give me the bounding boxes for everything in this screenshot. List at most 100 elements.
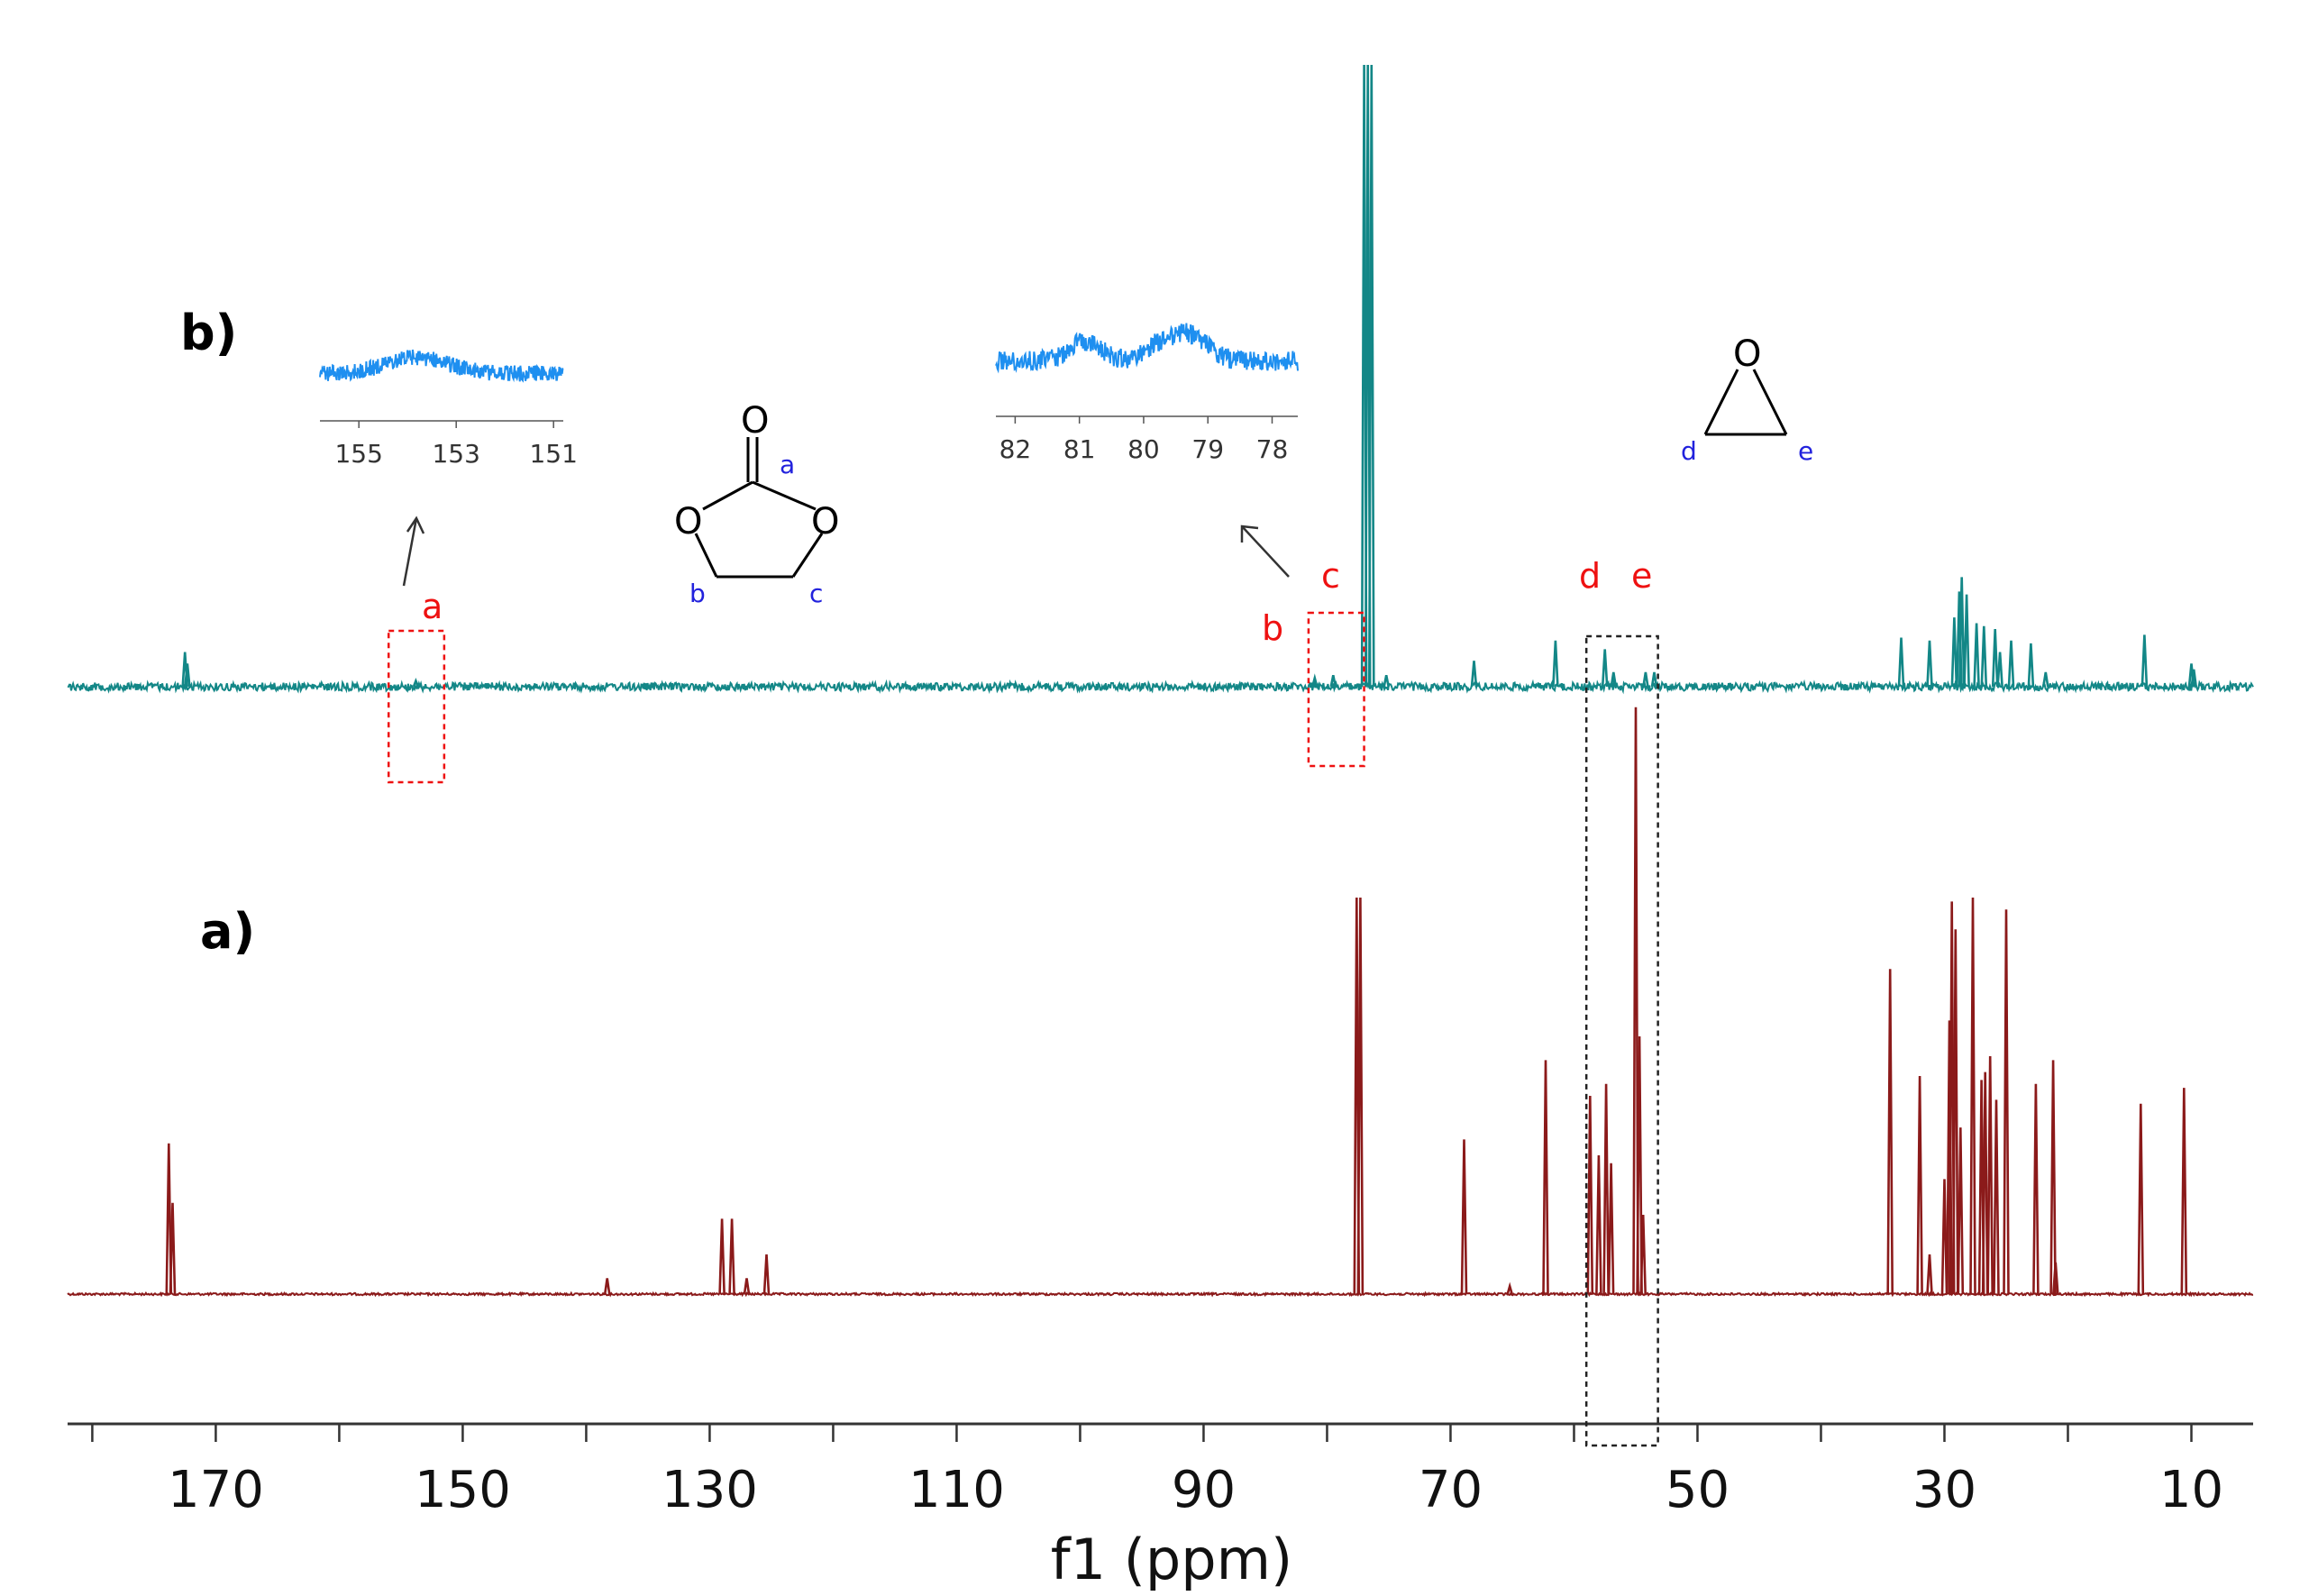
spectrum-peak xyxy=(1926,1254,1933,1295)
epoxide-structure: O d e xyxy=(1681,333,1813,466)
spectrum-peak xyxy=(1952,929,1959,1295)
cyclic-carbonate-structure: O O O a b c xyxy=(674,400,839,608)
spectrum-peak xyxy=(2003,909,2010,1295)
spectrum-peak xyxy=(1632,707,1639,1295)
peak-label-d: d xyxy=(1579,556,1601,596)
epoxide-atom-o: O xyxy=(1733,333,1761,375)
inset-a: 155 153 151 xyxy=(319,349,578,469)
arrow-to-inset-a-icon xyxy=(402,515,425,587)
spectrum-peak xyxy=(1996,652,2003,688)
spectra-layer xyxy=(67,64,2254,1298)
highlight-box xyxy=(1584,634,1659,1447)
inset-tick-label: 80 xyxy=(1127,434,1160,464)
spectrum-peak xyxy=(412,678,420,688)
spectrum-peak xyxy=(1639,1214,1647,1295)
spectrum-peak xyxy=(1957,1127,1965,1295)
x-tick-label: 170 xyxy=(168,1461,264,1519)
x-tick-label: 50 xyxy=(1666,1461,1730,1519)
x-tick-label: 90 xyxy=(1172,1461,1236,1519)
spectrum-baseline xyxy=(67,679,2254,695)
inset-tick-label: 82 xyxy=(999,434,1032,464)
spectrum-peak xyxy=(1460,1139,1468,1295)
spectrum-peak xyxy=(1642,671,1649,688)
highlight-box xyxy=(387,629,446,784)
spectrum-peak xyxy=(603,1278,611,1295)
spectrum-peak xyxy=(1963,594,1970,688)
spectrum-peak xyxy=(1595,1154,1602,1295)
spectrum-peak xyxy=(1973,623,1980,688)
spectrum-baseline xyxy=(67,1290,2254,1298)
spectrum-peak xyxy=(762,1254,771,1295)
spectrum-peak xyxy=(1542,1060,1549,1295)
spectrum-peak xyxy=(2137,1103,2145,1295)
inset-tick-label: 79 xyxy=(1191,434,1224,464)
carbonate-atom-o-left: O xyxy=(674,501,702,543)
spectrum-peak xyxy=(2140,634,2149,688)
carbonate-atom-o-top: O xyxy=(741,400,769,442)
spectrum-peak xyxy=(1940,1179,1949,1295)
spectrum-peak xyxy=(1991,628,1999,688)
panel-labels: b) a) xyxy=(180,305,255,960)
spectrum-peak xyxy=(1607,1163,1615,1295)
carbonate-bonds-icon xyxy=(694,437,824,579)
x-tick-label: 70 xyxy=(1419,1461,1483,1519)
epoxide-letter-d: d xyxy=(1681,436,1697,466)
inset-bc: 82 81 80 79 78 xyxy=(995,323,1299,464)
spectrum-peak xyxy=(1383,674,1390,688)
spectrum-peak xyxy=(1610,671,1618,688)
spectrum-peak xyxy=(184,663,191,688)
panel-label-a: a) xyxy=(200,903,255,960)
x-axis-ticks: 170 150 130 110 90 70 50 30 10 xyxy=(91,1424,2223,1519)
inset-arrows xyxy=(402,515,1290,587)
spectrum-peak xyxy=(1368,64,1375,688)
spectrum-peak xyxy=(728,1218,735,1295)
inset-tick-label: 151 xyxy=(529,439,577,469)
inset-trace xyxy=(319,349,564,383)
spectrum-peak xyxy=(2190,669,2197,688)
spectrum-a xyxy=(67,707,2254,1298)
spectrum-peak xyxy=(1636,1035,1643,1295)
spectrum-peak xyxy=(1356,897,1364,1295)
x-tick-label: 30 xyxy=(1912,1461,1976,1519)
spectrum-peak xyxy=(2042,671,2049,688)
spectrum-peak xyxy=(1950,617,1958,688)
peak-label-e: e xyxy=(1631,556,1652,596)
spectrum-peak xyxy=(1602,1083,1610,1295)
spectrum-peak xyxy=(1969,897,1976,1295)
inset-trace xyxy=(995,323,1299,374)
epoxide-letter-e: e xyxy=(1798,436,1813,466)
spectrum-peak xyxy=(2027,643,2035,688)
carbonate-atom-o-right: O xyxy=(811,501,839,543)
carbonate-letter-b: b xyxy=(689,579,706,608)
spectrum-peak xyxy=(2032,1083,2040,1295)
spectrum-b xyxy=(67,64,2254,695)
carbonate-letter-a: a xyxy=(780,450,795,479)
spectrum-peak xyxy=(1916,1075,1923,1295)
inset-tick-label: 81 xyxy=(1063,434,1096,464)
spectrum-peak xyxy=(1993,1099,2000,1295)
carbonate-letter-c: c xyxy=(809,579,823,608)
spectrum-peak xyxy=(1886,969,1894,1295)
spectrum-peak xyxy=(1601,649,1609,688)
inset-tick-label: 78 xyxy=(1256,434,1289,464)
spectrum-peak xyxy=(718,1218,726,1295)
peak-label-a: a xyxy=(422,587,443,626)
spectrum-peak xyxy=(1897,637,1905,688)
spectrum-peak xyxy=(169,1202,177,1295)
spectrum-peak xyxy=(2052,1262,2059,1295)
peak-label-b: b xyxy=(1262,608,1283,648)
inset-tick-label: 153 xyxy=(432,439,479,469)
spectrum-peak xyxy=(743,1278,751,1295)
highlight-boxes xyxy=(387,611,1659,1447)
highlight-box xyxy=(1307,611,1365,768)
x-axis: 170 150 130 110 90 70 50 30 10 f1 (ppm) xyxy=(68,1422,2253,1592)
epoxide-bonds-icon xyxy=(1703,369,1788,436)
spectrum-peak xyxy=(1586,1095,1594,1295)
spectrum-peak xyxy=(1329,674,1337,688)
spectrum-peak xyxy=(1311,673,1319,688)
peak-label-c: c xyxy=(1321,556,1340,596)
peak-letter-labels: a b c d e xyxy=(422,556,1652,648)
spectrum-peak xyxy=(1506,1281,1513,1295)
